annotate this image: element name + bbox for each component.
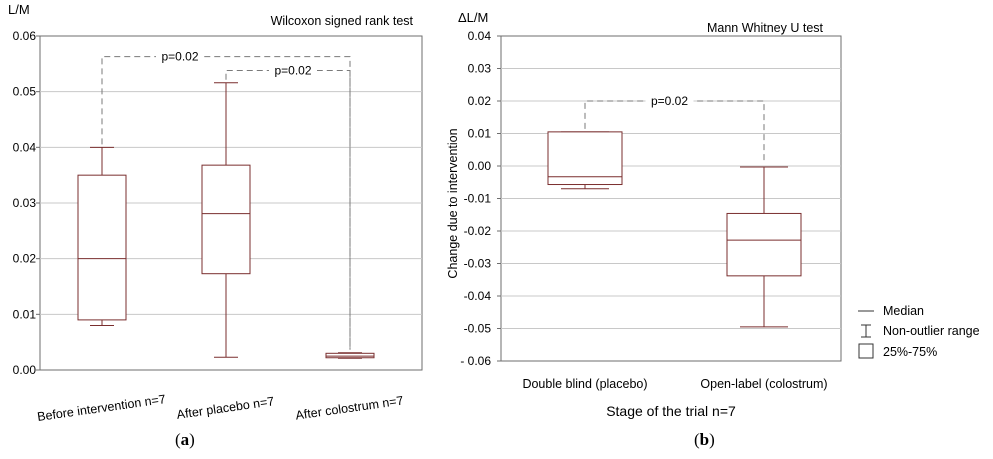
box-plot-3	[325, 352, 375, 359]
test-label: Wilcoxon signed rank test	[271, 14, 414, 28]
y-tick-label: 0.05	[13, 85, 37, 99]
y-tick-label: -0.05	[464, 322, 492, 336]
box-plot-2	[201, 82, 251, 358]
x-axis-title: Stage of the trial n=7	[606, 403, 736, 419]
bracket-line	[584, 100, 765, 164]
x-tick-label: After colostrum n=7	[295, 394, 405, 423]
p-value-label: p=0.02	[274, 64, 311, 78]
y-axis-label: ΔL/M	[458, 10, 488, 25]
iqr-box	[547, 131, 623, 186]
p-value-label: p=0.02	[651, 94, 688, 108]
legend: Median Non-outlier range 25%-75%	[858, 304, 980, 359]
y-tick-label: 0.03	[13, 196, 37, 210]
y-tick-label: - 0.06	[460, 354, 491, 368]
y-tick-label: -0.02	[464, 224, 492, 238]
y-tick-label: 0.02	[13, 252, 37, 266]
significance-bracket-1: p=0.02	[584, 93, 765, 164]
y-tick-label: 0.03	[468, 62, 492, 76]
chart-panel-b: 0.04 0.03 0.02 0.01 0.00 -0.01 -0.02 -0.03 -0.04…	[446, 10, 980, 419]
legend-label: Non-outlier range	[883, 324, 980, 338]
caption-b: (b)	[694, 430, 715, 450]
y-tick-label: 0.04	[13, 140, 37, 154]
iqr-box	[201, 164, 251, 275]
chart-panel-a: 0.00 0.01 0.02 0.03 0.04 0.05 0.06 L/M Wilcoxon …	[8, 2, 423, 424]
y-tick-label: 0.06	[13, 29, 37, 43]
bracket-label-bg	[269, 62, 317, 79]
y-tick-label: 0.04	[468, 29, 492, 43]
box-plot-1	[77, 146, 127, 326]
iqr-box	[726, 212, 802, 277]
x-tick-label: Before intervention n=7	[36, 392, 166, 424]
y-tick-label: 0.01	[13, 307, 37, 321]
y-tick-label: -0.03	[464, 257, 492, 271]
p-value-label: p=0.02	[161, 50, 198, 64]
significance-bracket-2: p=0.02	[225, 62, 351, 350]
y-tick-label: 0.02	[468, 94, 492, 108]
iqr-box	[77, 174, 127, 321]
x-tick-label: After placebo n=7	[176, 394, 275, 422]
iqr-box	[325, 352, 375, 359]
box-plot-1	[547, 131, 623, 190]
test-label: Mann Whitney U test	[707, 21, 824, 35]
y-tick-label: 0.00	[13, 363, 37, 377]
bracket-label-bg	[156, 48, 204, 65]
y-axis-label: L/M	[8, 2, 30, 17]
y-tick-label: -0.04	[464, 289, 492, 303]
y-tick-label: 0.01	[468, 127, 492, 141]
legend-label: Median	[883, 304, 924, 318]
x-tick-label: Double blind (placebo)	[522, 377, 647, 391]
y-tick-label: 0.00	[468, 159, 492, 173]
bracket-label-bg	[645, 93, 694, 109]
y-axis-label-rotated: Change due to intervention	[446, 128, 460, 278]
caption-b-text: (b)	[694, 430, 715, 449]
legend-box-marker	[858, 343, 874, 359]
y-tick-label: -0.01	[464, 192, 492, 206]
caption-a: (a)	[175, 430, 195, 450]
caption-a-text: (a)	[175, 430, 195, 449]
box-plot-2	[726, 166, 802, 328]
legend-label: 25%-75%	[883, 345, 937, 359]
x-tick-label: Open-label (colostrum)	[700, 377, 827, 391]
